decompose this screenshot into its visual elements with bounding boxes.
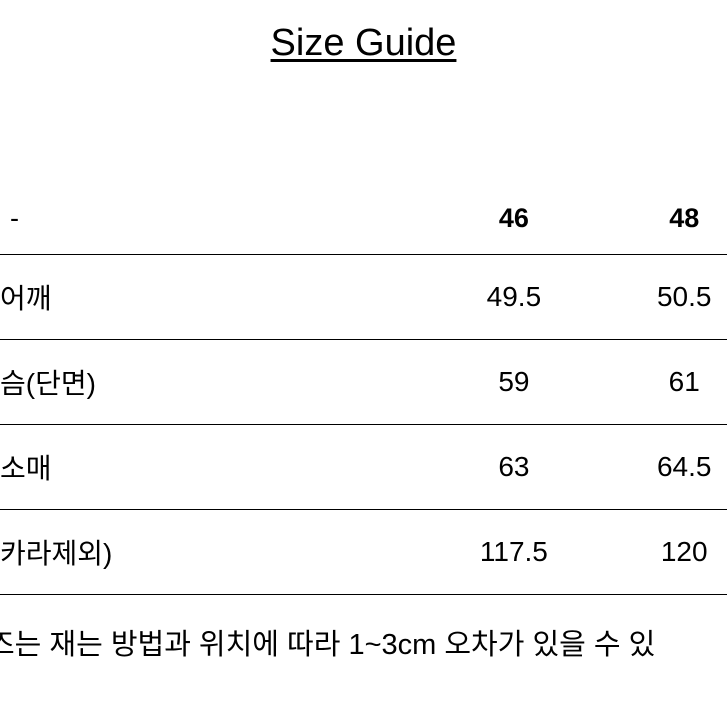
cell-value: 59 — [419, 340, 608, 425]
cell-value: 50.5 — [608, 255, 727, 340]
row-label: 어깨 — [0, 255, 419, 340]
size-guide-title: Size Guide — [0, 0, 727, 185]
cell-value: 63 — [419, 425, 608, 510]
row-label: 소매 — [0, 425, 419, 510]
table-row: 어깨 49.5 50.5 — [0, 255, 727, 340]
cell-value: 117.5 — [419, 510, 608, 595]
row-label: 슴(단면) — [0, 340, 419, 425]
row-label: 카라제외) — [0, 510, 419, 595]
header-size-46: 46 — [419, 185, 608, 255]
size-table-container: - 46 48 어깨 49.5 50.5 슴(단면) 59 61 소매 63 6… — [0, 185, 727, 595]
cell-value: 61 — [608, 340, 727, 425]
cell-value: 120 — [608, 510, 727, 595]
cell-value: 49.5 — [419, 255, 608, 340]
table-row: 슴(단면) 59 61 — [0, 340, 727, 425]
table-row: 소매 63 64.5 — [0, 425, 727, 510]
table-row: 카라제외) 117.5 120 — [0, 510, 727, 595]
cell-value: 64.5 — [608, 425, 727, 510]
header-dash: - — [0, 185, 419, 255]
measurement-note: 즈는 재는 방법과 위치에 따라 1~3cm 오차가 있을 수 있 — [0, 595, 727, 663]
size-table: - 46 48 어깨 49.5 50.5 슴(단면) 59 61 소매 63 6… — [0, 185, 727, 595]
table-header-row: - 46 48 — [0, 185, 727, 255]
header-size-48: 48 — [608, 185, 727, 255]
